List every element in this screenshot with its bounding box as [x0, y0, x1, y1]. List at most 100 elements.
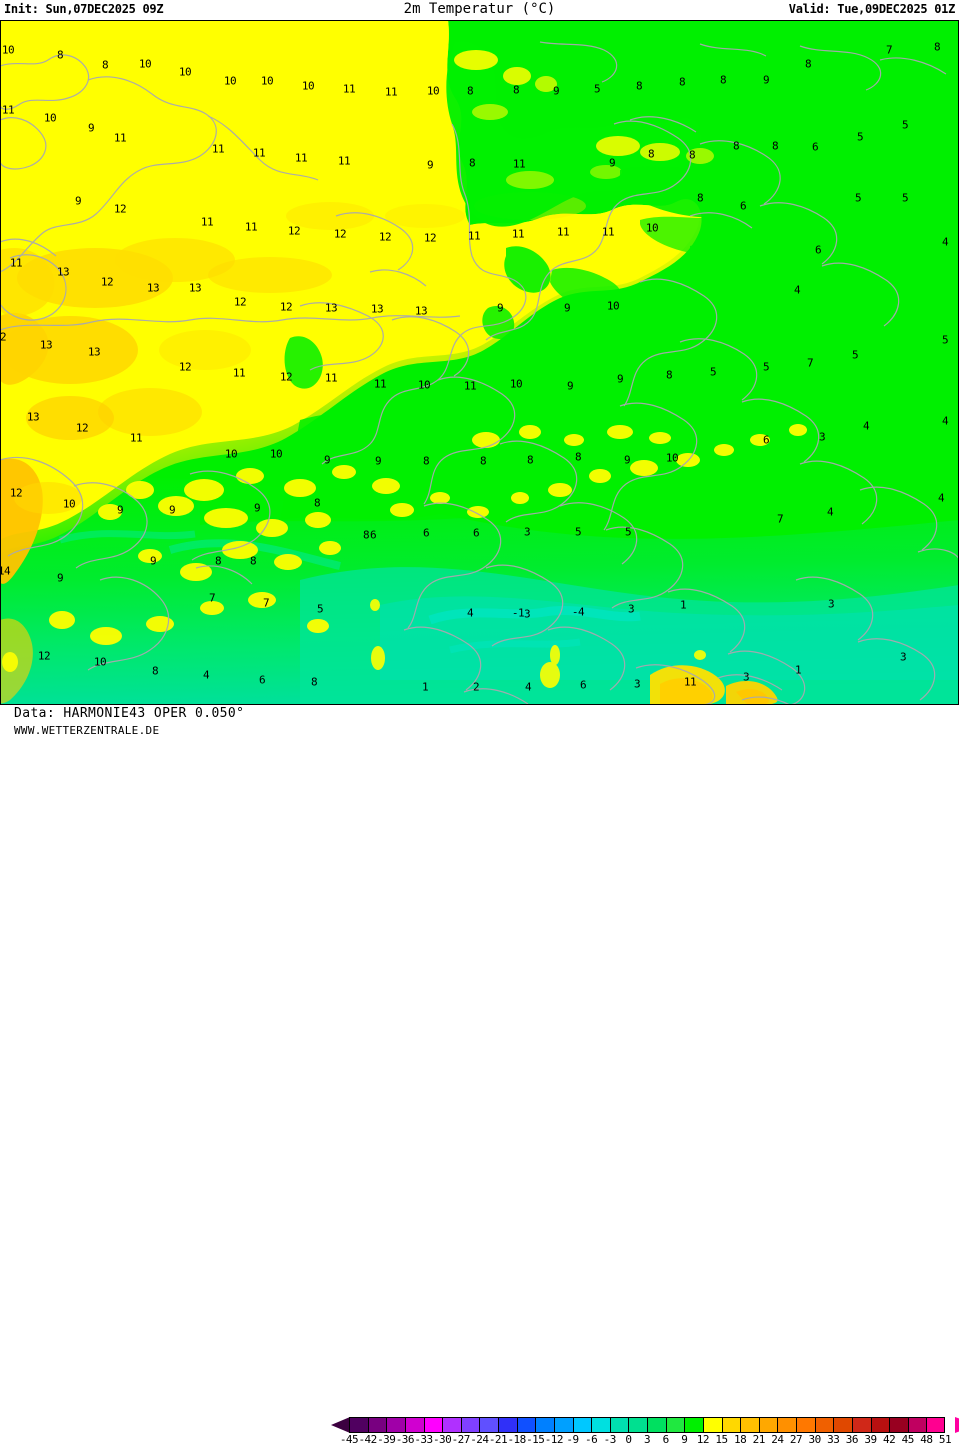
- temperature-value-label: 9: [253, 501, 261, 515]
- temperature-value-label: 10: [417, 378, 431, 392]
- map-header: Init: Sun,07DEC2025 09Z 2m Temperatur (°…: [0, 0, 959, 20]
- temperature-value-label: 3: [633, 677, 641, 691]
- temperature-value-label: 11: [252, 146, 266, 160]
- temperature-value-label: 7: [262, 596, 270, 610]
- temperature-value-label: 10: [223, 74, 237, 88]
- temperature-value-label: 3: [627, 602, 635, 616]
- temperature-value-label: 13: [26, 410, 40, 424]
- color-scale-swatch: [628, 1417, 647, 1433]
- temperature-value-label: 8: [647, 147, 655, 161]
- temperature-value-label: 7: [776, 512, 784, 526]
- color-scale-swatch: [591, 1417, 610, 1433]
- temperature-value-label: 8: [249, 554, 257, 568]
- temperature-value-label: 1: [421, 680, 429, 694]
- color-scale-swatch: [367, 1417, 387, 1433]
- color-scale-tick: 36: [845, 1433, 859, 1446]
- color-scale-tick: -39: [377, 1433, 396, 1446]
- temperature-value-label: 11: [373, 377, 387, 391]
- website-label[interactable]: WWW.WETTERZENTRALE.DE: [14, 724, 160, 737]
- temperature-value-label: 5: [854, 191, 862, 205]
- temperature-value-label: 10: [1, 43, 15, 57]
- temperature-value-label: 6: [811, 140, 819, 154]
- temperature-value-label: 12: [233, 295, 247, 309]
- color-scale-tick: 24: [771, 1433, 784, 1446]
- color-scale-swatch: [926, 1417, 945, 1433]
- temperature-value-label: 5: [762, 360, 770, 374]
- temperature-value-label: 4: [937, 491, 945, 505]
- temperature-value-label: 14: [0, 564, 11, 578]
- temperature-value-label: 12: [279, 300, 293, 314]
- temperature-value-label: 3: [818, 430, 826, 444]
- temperature-value-label: 8: [310, 675, 318, 689]
- color-scale-tick: -15: [526, 1433, 545, 1446]
- temperature-value-label: 4: [524, 680, 532, 694]
- temperature-value-label: 5: [901, 118, 909, 132]
- color-scale-tick: -21: [488, 1433, 508, 1446]
- color-scale-swatch: [572, 1417, 592, 1433]
- temperature-value-label: 8: [151, 664, 159, 678]
- temperature-value-label: 3: [523, 607, 531, 621]
- color-scale-swatch: [386, 1417, 405, 1433]
- temperature-value-label: 11: [9, 256, 23, 270]
- temperature-value-label: 13: [146, 281, 160, 295]
- temperature-value-label: 10: [178, 65, 192, 79]
- temperature-value-label: 11: [232, 366, 246, 380]
- temperature-value-label: 12: [423, 231, 437, 245]
- color-scale-tick: 21: [752, 1433, 766, 1446]
- temperature-value-label: 11: [342, 82, 356, 96]
- temperature-value-label: 9: [616, 372, 624, 386]
- color-scale-tick: 27: [789, 1433, 803, 1446]
- temperature-value-label: 10: [93, 655, 107, 669]
- temperature-value-label: 11: [211, 142, 225, 156]
- color-scale-tick: -33: [414, 1433, 433, 1446]
- temperature-value-label: 4: [793, 283, 801, 297]
- temperature-value-label: 11: [1, 103, 15, 117]
- temperature-value-label: 6: [422, 526, 430, 540]
- color-scale-swatch: [777, 1417, 796, 1433]
- data-source-label: Data: HARMONIE43 OPER 0.050°: [14, 706, 245, 721]
- color-scale-swatch: [870, 1417, 890, 1433]
- temperature-value-label: 8: [479, 454, 487, 468]
- color-scale-swatch: [479, 1417, 498, 1433]
- temperature-value-label: 7: [208, 591, 216, 605]
- temperature-value-label: 8: [665, 368, 673, 382]
- temperature-value-label: 11: [294, 151, 308, 165]
- temperature-value-label: 8: [526, 453, 534, 467]
- temperature-value-label: 8: [422, 454, 430, 468]
- color-scale-swatch: [740, 1417, 759, 1433]
- temperature-value-label: 3: [899, 650, 907, 664]
- color-scale-swatch: [423, 1417, 443, 1433]
- color-scale-swatch: [758, 1417, 778, 1433]
- temperature-map[interactable]: 10 8 8 10 10 10 10 10 11 11 10 8 8 9 5 8 8 8 9 8 7 8 11 10 9 11 11…: [0, 20, 959, 705]
- color-scale-tick: 39: [864, 1433, 877, 1446]
- temperature-value-label: 13: [87, 345, 101, 359]
- color-scale-tick: -12: [544, 1433, 564, 1446]
- color-scale-tick: -3: [603, 1433, 617, 1446]
- temperature-value-label: 8: [678, 75, 686, 89]
- temperature-value-label: 4: [862, 419, 870, 433]
- temperature-value-label: 4: [826, 505, 834, 519]
- temperature-value-label: 11: [511, 227, 525, 241]
- temperature-value-label: 3: [742, 670, 750, 684]
- temperature-value-label: 8: [696, 191, 704, 205]
- color-scale-tick: -18: [507, 1433, 526, 1446]
- temperature-value-label: 4: [202, 668, 210, 682]
- color-scale-tick: 48: [920, 1433, 933, 1446]
- temperature-value-label: 12: [378, 230, 392, 244]
- temperature-value-label: 13: [188, 281, 202, 295]
- temperature-value-label: 11: [337, 154, 351, 168]
- color-scale-tick: -6: [585, 1433, 598, 1446]
- temperature-value-label: 4: [941, 414, 949, 428]
- temperature-value-label: 11: [683, 675, 697, 689]
- temperature-value-label: 9: [56, 571, 64, 585]
- color-scale-tick: 18: [734, 1433, 747, 1446]
- color-scale-swatch: [814, 1417, 834, 1433]
- color-scale-tick: 15: [715, 1433, 728, 1446]
- temperature-value-label: 6: [762, 433, 770, 447]
- color-scale-swatch: [665, 1417, 685, 1433]
- temperature-value-label: 4: [466, 606, 474, 620]
- temperature-value-label: 10: [665, 451, 679, 465]
- temperature-value-label: 9: [563, 301, 571, 315]
- temperature-value-label: 12: [279, 370, 293, 384]
